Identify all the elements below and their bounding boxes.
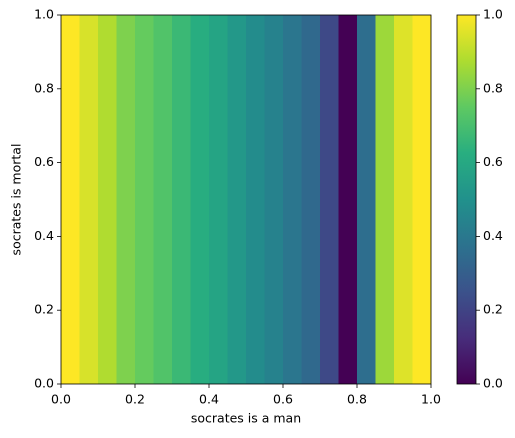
heatmap-cell: [264, 15, 284, 384]
x-tick-label: 0.8: [347, 392, 367, 407]
heatmap-cell: [116, 15, 136, 384]
y-tick-label: 0.2: [34, 302, 54, 317]
heatmap-cell: [338, 15, 358, 384]
colorbar-tick-label: 1.0: [483, 7, 503, 22]
x-axis-label: socrates is a man: [191, 411, 301, 426]
heatmap-cell: [172, 15, 191, 384]
colorbar-tick-label: 0.6: [483, 154, 503, 169]
y-tick-label: 0.8: [34, 80, 54, 95]
heatmap-cell: [209, 15, 228, 384]
y-tick-label: 1.0: [34, 7, 54, 22]
heatmap-cell: [135, 15, 154, 384]
x-tick-label: 0.2: [125, 392, 145, 407]
heatmap-cell: [61, 15, 80, 384]
y-tick-label: 0.4: [34, 228, 54, 243]
heatmap-cell: [320, 15, 339, 384]
x-tick-label: 0.6: [273, 392, 293, 407]
heatmap-cell: [153, 15, 173, 384]
x-tick-label: 1.0: [421, 392, 441, 407]
y-axis-label: socrates is mortal: [9, 144, 24, 256]
heatmap-cell: [190, 15, 210, 384]
colorbar-tick-label: 0.4: [483, 228, 503, 243]
heatmap-cell: [283, 15, 302, 384]
heatmap-cell: [394, 15, 413, 384]
heatmap-cell: [79, 15, 99, 384]
heatmap-cell: [375, 15, 395, 384]
axes-frame: [60, 14, 432, 385]
heatmap-cell: [301, 15, 321, 384]
heatmap-cell: [98, 15, 117, 384]
y-tick-label: 0.6: [34, 154, 54, 169]
heatmap-cell: [227, 15, 247, 384]
heatmap-cell: [246, 15, 265, 384]
colorbar-tick-label: 0.2: [483, 302, 503, 317]
colorbar: [456, 14, 477, 385]
y-tick-label: 0.0: [34, 376, 54, 391]
x-tick-label: 0.0: [51, 392, 71, 407]
x-tick-label: 0.4: [199, 392, 219, 407]
colorbar-tick-label: 0.8: [483, 80, 503, 95]
heatmap-cell: [412, 15, 432, 384]
colorbar-tick-label: 0.0: [483, 376, 503, 391]
heatmap-cell: [357, 15, 376, 384]
